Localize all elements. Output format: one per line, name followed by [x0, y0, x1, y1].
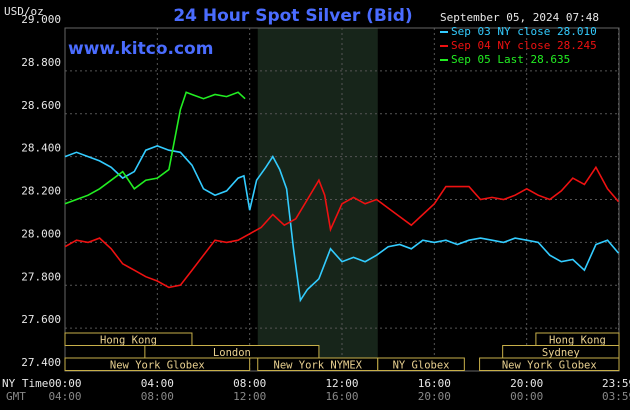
session-label: London	[213, 347, 251, 359]
session-label: Sydney	[542, 347, 580, 359]
session-label: Hong Kong	[100, 334, 157, 346]
x-tick-label: 08:00	[233, 377, 266, 390]
x2-tick-label: 00:00	[510, 390, 543, 403]
x2-tick-label: 08:00	[141, 390, 174, 403]
x-tick-label: 20:00	[510, 377, 543, 390]
y-tick-label: 28.800	[21, 56, 61, 69]
price-line	[64, 165, 620, 289]
x2-tick-label: 12:00	[233, 390, 266, 403]
session-bar	[64, 357, 251, 371]
x-tick-label: 16:00	[418, 377, 451, 390]
x2-tick-label: 16:00	[325, 390, 358, 403]
x-tick-label: 12:00	[325, 377, 358, 390]
session-label: NY Globex	[393, 359, 450, 371]
y-tick-label: 27.400	[21, 356, 61, 369]
chart-title: 24 Hour Spot Silver (Bid)	[173, 6, 412, 26]
x2-tick-label: 03:59	[602, 390, 630, 403]
y-tick-label: 28.600	[21, 99, 61, 112]
y-axis-label: USD/oz	[4, 5, 44, 18]
legend-label: Sep 05 Last 28.635	[451, 53, 570, 66]
y-tick-label: 27.600	[21, 313, 61, 326]
y-tick-label: 28.200	[21, 185, 61, 198]
session-bar	[479, 357, 620, 371]
session-bar	[377, 357, 465, 371]
session-label: Hong Kong	[549, 334, 606, 346]
x2-axis-label: GMT	[6, 390, 26, 403]
y-tick-label: 27.800	[21, 270, 61, 283]
y-tick-label: 28.400	[21, 142, 61, 155]
legend-label: Sep 03 NY close 28.010	[451, 25, 597, 38]
session-label: New York NYMEX	[274, 359, 363, 371]
session-label: New York Globex	[110, 359, 205, 371]
price-line	[64, 145, 620, 303]
legend-label: Sep 04 NY close 28.245	[451, 39, 597, 52]
x2-tick-label: 20:00	[418, 390, 451, 403]
session-label: New York Globex	[502, 359, 597, 371]
session-bar	[64, 332, 193, 346]
x-tick-label: 04:00	[141, 377, 174, 390]
watermark: www.kitco.com	[68, 39, 213, 59]
y-tick-label: 28.000	[21, 227, 61, 240]
timestamp: September 05, 2024 07:48	[440, 11, 599, 24]
x-tick-label: 23:59	[602, 377, 630, 390]
x2-tick-label: 04:00	[48, 390, 81, 403]
price-line	[64, 91, 246, 205]
y-tick-label: 29.000	[21, 13, 61, 26]
x-axis-label: NY Time	[2, 377, 48, 390]
x-tick-label: 00:00	[48, 377, 81, 390]
